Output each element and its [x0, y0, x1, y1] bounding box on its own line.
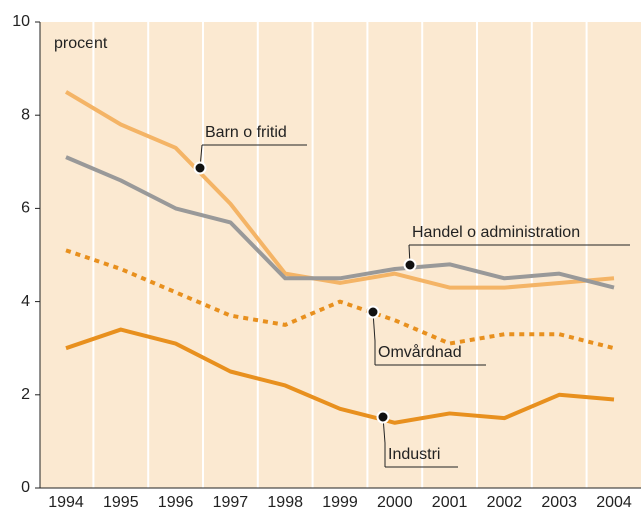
y-tick-label: 4	[21, 293, 30, 310]
y-tick-label: 10	[12, 13, 30, 30]
plot-background	[40, 22, 641, 488]
y-tick-label: 0	[21, 479, 30, 496]
annotation-dot	[366, 305, 380, 319]
x-tick-label: 2001	[432, 494, 468, 511]
y-tick-label: 6	[21, 200, 30, 217]
series-line	[64, 90, 615, 290]
series-label: Handel o administration	[412, 224, 580, 241]
series-line	[65, 248, 615, 351]
series-line	[65, 327, 615, 425]
y-axis-label: procent	[54, 35, 108, 52]
x-tick-label: 2003	[541, 494, 577, 511]
y-tick-label: 2	[21, 386, 30, 403]
x-tick-label: 2004	[596, 494, 632, 511]
x-tick-label: 1995	[103, 494, 139, 511]
series-label: Omvårdnad	[378, 343, 462, 361]
y-tick-label: 8	[21, 106, 30, 123]
x-tick-label: 1999	[322, 494, 358, 511]
annotation-dot	[193, 161, 207, 175]
x-tick-label: 1998	[267, 494, 303, 511]
series-line	[65, 155, 615, 290]
x-tick-label: 1997	[213, 494, 249, 511]
x-tick-label: 2002	[487, 494, 523, 511]
annotation-dot	[403, 258, 417, 272]
x-tick-label: 2000	[377, 494, 413, 511]
series-label: Industri	[388, 446, 440, 463]
series-label: Barn o fritid	[205, 124, 287, 141]
x-tick-label: 1994	[48, 494, 84, 511]
x-tick-label: 1996	[158, 494, 194, 511]
annotation-dot	[376, 410, 390, 424]
